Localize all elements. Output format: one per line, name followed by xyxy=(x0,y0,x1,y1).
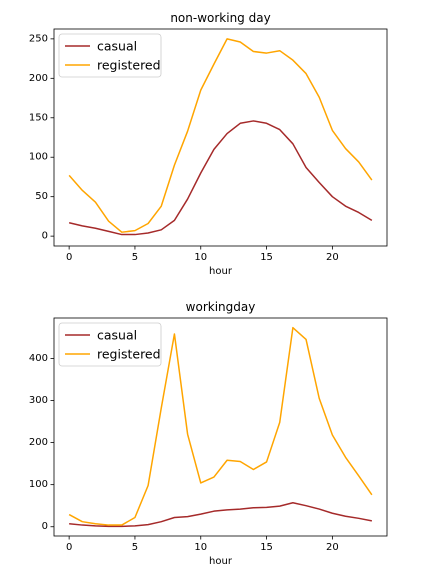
x-tick-label-top: 0 xyxy=(66,252,72,263)
y-tick-label-bottom: 300 xyxy=(29,395,48,406)
y-tick-label-bottom: 400 xyxy=(29,353,48,364)
x-tick-label-bottom: 10 xyxy=(194,542,207,553)
axes-frame-bottom xyxy=(53,317,388,537)
y-tick-label-bottom: 0 xyxy=(42,521,48,532)
series-line-registered-top xyxy=(68,38,373,233)
y-tick-label-top: 200 xyxy=(29,73,48,84)
x-tick-label-bottom: 20 xyxy=(326,542,339,553)
x-axis-label-top: hour xyxy=(209,266,233,277)
x-tick-label-bottom: 0 xyxy=(66,542,72,553)
legend-label-casual-bottom: casual xyxy=(97,328,137,343)
series-line-registered-bottom xyxy=(68,326,373,526)
y-tick-label-bottom: 200 xyxy=(29,437,48,448)
legend-bottom: casual registered xyxy=(58,322,162,367)
y-tick-label-top: 0 xyxy=(42,231,48,242)
legend-label-casual-top: casual xyxy=(97,39,137,54)
x-tick-label-bottom: 15 xyxy=(260,542,273,553)
x-axis-label-bottom: hour xyxy=(209,556,233,567)
legend-label-registered-top: registered xyxy=(97,58,161,73)
series-line-casual-top xyxy=(68,120,373,236)
x-tick-label-top: 15 xyxy=(260,252,273,263)
series-line-casual-bottom xyxy=(69,502,373,528)
y-tick-label-top: 250 xyxy=(29,33,48,44)
chart-title-top: non-working day xyxy=(170,11,270,25)
axes-frame-top xyxy=(53,28,388,247)
legend-label-registered-bottom: registered xyxy=(97,347,161,362)
x-tick-label-bottom: 5 xyxy=(132,542,138,553)
y-tick-label-top: 150 xyxy=(29,112,48,123)
legend-box-top xyxy=(58,33,162,78)
x-tick-label-top: 10 xyxy=(194,252,207,263)
x-tick-label-top: 20 xyxy=(326,252,339,263)
legend-box-bottom xyxy=(58,322,162,367)
legend-top: casual registered xyxy=(58,33,162,78)
y-tick-label-top: 50 xyxy=(35,191,48,202)
y-tick-label-top: 100 xyxy=(29,152,48,163)
x-tick-label-top: 5 xyxy=(132,252,138,263)
chart-title-bottom: workingday xyxy=(186,300,256,314)
y-tick-label-bottom: 100 xyxy=(29,479,48,490)
